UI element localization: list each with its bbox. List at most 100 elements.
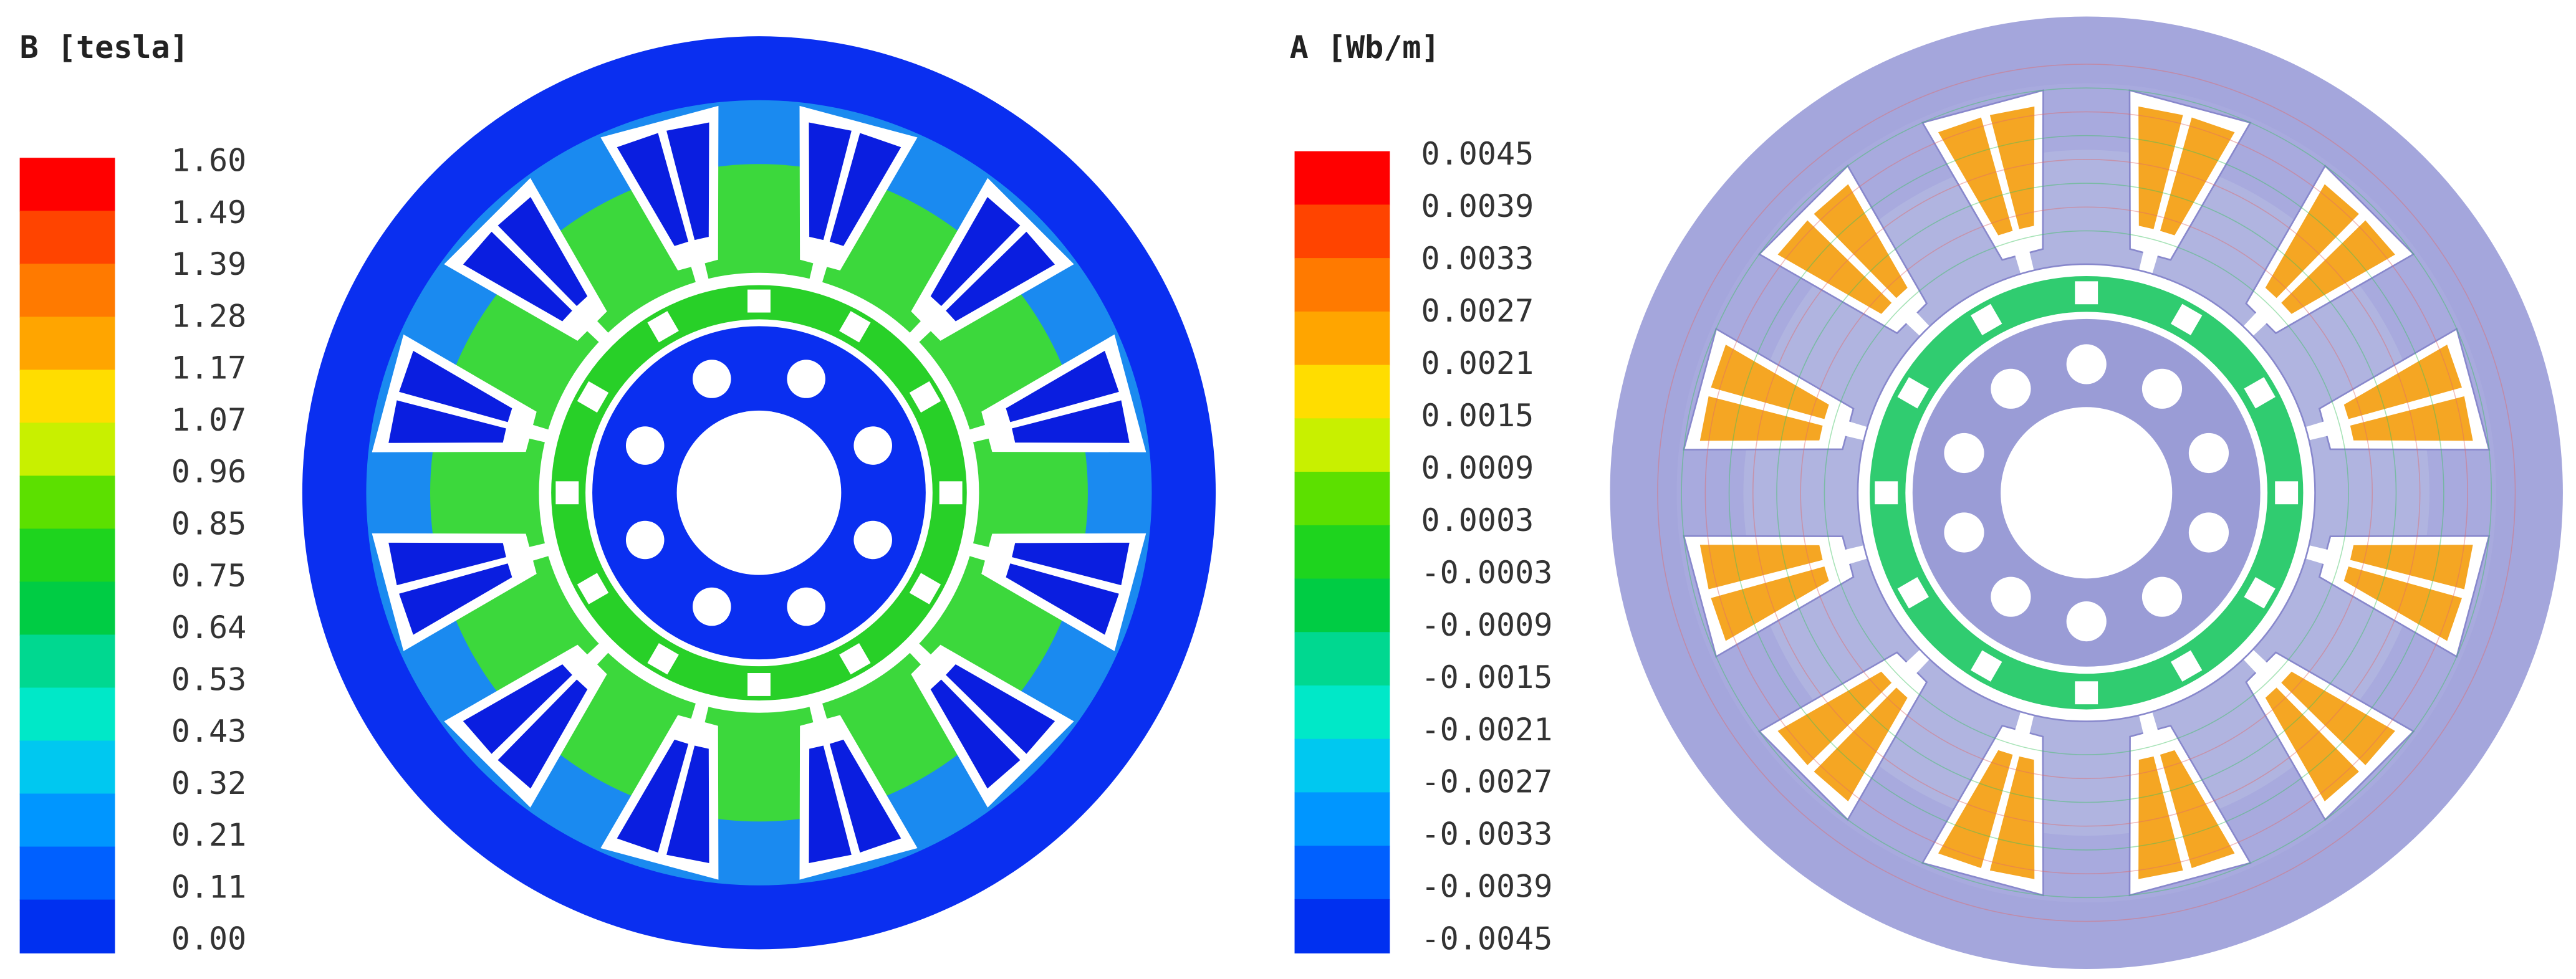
legend-label: 0.64 — [171, 609, 247, 646]
coil — [2342, 565, 2464, 643]
coil — [461, 229, 574, 323]
coil — [1812, 685, 1910, 804]
flux-line — [1704, 111, 2468, 874]
rotor-bridge — [839, 311, 871, 343]
legend-label: 0.96 — [171, 454, 247, 490]
legend-band — [1294, 472, 1390, 527]
legend-label: -0.0021 — [1421, 712, 1552, 748]
legend-label: -0.0003 — [1421, 555, 1552, 591]
legend-label: 0.85 — [171, 506, 247, 542]
coil — [397, 348, 514, 424]
legend-label: 0.0015 — [1421, 398, 1534, 434]
coil — [1936, 748, 2015, 870]
shaft-hole — [2001, 407, 2173, 579]
rotor-hole — [787, 360, 825, 398]
rotor-bridge — [747, 673, 771, 696]
coil — [397, 561, 514, 637]
legend-band — [1294, 685, 1390, 740]
rotor-bridge — [2075, 681, 2098, 705]
legend-label: 1.07 — [171, 402, 247, 438]
rotor-bridge — [747, 289, 771, 313]
flux-line — [1824, 230, 2349, 755]
rotor-bridge — [2170, 650, 2203, 682]
rotor-hole — [1944, 512, 1984, 553]
legend-label: 0.11 — [171, 869, 247, 905]
coil — [1709, 342, 1831, 421]
legend-label: 0.0003 — [1421, 502, 1534, 538]
coil — [1812, 182, 1910, 300]
legend-band — [19, 528, 115, 583]
coil — [2137, 105, 2185, 231]
legend-band — [19, 687, 115, 742]
coil — [387, 541, 508, 587]
legend-band — [1294, 632, 1390, 687]
coil — [1988, 105, 2036, 231]
coil — [1936, 115, 2015, 237]
coil — [929, 194, 1022, 308]
legend-band — [19, 211, 115, 265]
rotor-bridge — [577, 573, 609, 604]
coil — [665, 120, 711, 242]
legend-band — [1294, 578, 1390, 633]
rotor-hole — [1944, 432, 1984, 474]
coil — [828, 131, 903, 248]
legend-label: 0.43 — [171, 714, 247, 750]
coil — [1776, 670, 1894, 767]
coil — [1776, 218, 1894, 316]
rotor-hole — [2188, 432, 2229, 474]
rotor-bridge — [577, 381, 609, 413]
rotor-bridge — [555, 481, 579, 505]
legend-band — [19, 423, 115, 477]
legend-band — [19, 581, 115, 636]
coil — [2279, 670, 2398, 767]
legend-band — [19, 634, 115, 689]
rotor-hole — [2141, 576, 2183, 617]
rotor-bridge — [647, 311, 679, 343]
rotor-bridge — [2244, 377, 2276, 409]
legend-band — [1294, 899, 1390, 953]
coil — [461, 662, 574, 756]
legend-band — [1294, 204, 1390, 259]
coil — [1004, 561, 1121, 637]
legend-band — [19, 846, 115, 900]
rotor-bridge — [1971, 650, 2002, 682]
rotor-hole — [1991, 368, 2031, 409]
legend-band — [19, 899, 115, 953]
rotor-bridge — [2075, 281, 2098, 305]
legend-label: 0.75 — [171, 558, 247, 594]
coil — [2264, 685, 2361, 804]
rotor-hole — [625, 426, 665, 465]
legend-label: 0.21 — [171, 817, 247, 853]
legend-label: -0.0033 — [1421, 816, 1552, 852]
rotor-hole — [2141, 368, 2183, 409]
rotor-hole — [1991, 576, 2031, 617]
legend-label: -0.0009 — [1421, 607, 1552, 643]
coil — [1698, 394, 1825, 442]
coil — [807, 743, 853, 865]
legend-label: 0.32 — [171, 765, 247, 801]
rotor-bridge — [909, 381, 941, 413]
coil — [2348, 543, 2475, 591]
flux-line — [1800, 206, 2373, 780]
rotor-hole — [853, 426, 892, 465]
legend-band — [19, 158, 115, 212]
coil — [1004, 348, 1121, 424]
legend-label: -0.0045 — [1421, 921, 1552, 957]
rotor-bridge — [1971, 303, 2002, 336]
legend-label: -0.0027 — [1421, 764, 1552, 800]
legend-label: -0.0015 — [1421, 659, 1552, 695]
legend-band — [1294, 258, 1390, 313]
coil — [615, 131, 690, 248]
rotor-hole — [693, 360, 731, 398]
rotor-hole — [2188, 512, 2229, 553]
rotor-bridge — [2275, 481, 2299, 505]
coil — [944, 662, 1057, 756]
coil — [1709, 565, 1831, 643]
rotor-hole — [693, 587, 731, 626]
legend-label: 1.28 — [171, 298, 247, 334]
panel-title: A [Wb/m] — [1290, 29, 1440, 65]
coil — [944, 229, 1057, 323]
shaft-hole — [676, 410, 842, 575]
flux-line — [1776, 183, 2397, 803]
legend-band — [1294, 151, 1390, 206]
